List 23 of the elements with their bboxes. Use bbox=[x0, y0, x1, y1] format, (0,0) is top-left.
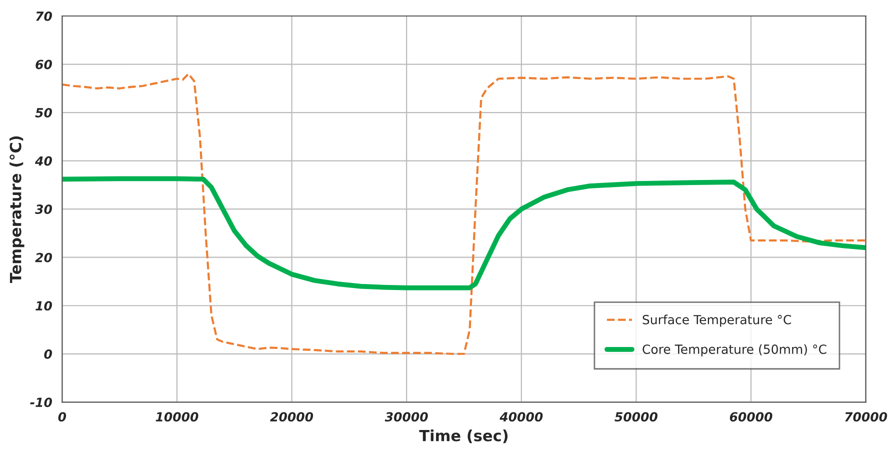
x-tick-label: 30000 bbox=[384, 412, 428, 422]
y-tick-label: 60 bbox=[36, 60, 52, 70]
line-series bbox=[62, 72, 866, 355]
x-tick-label: 0 bbox=[58, 412, 66, 422]
y-tick-label: 40 bbox=[35, 156, 52, 166]
y-tick-label: 20 bbox=[35, 252, 52, 262]
y-axis-title: Temperature (°C) bbox=[10, 136, 24, 284]
line-series bbox=[62, 176, 866, 290]
x-tick-label: 60000 bbox=[730, 412, 772, 422]
x-tick-label: 40000 bbox=[500, 412, 543, 422]
x-tick-label: 10000 bbox=[156, 412, 198, 422]
y-tick-label: -10 bbox=[30, 398, 52, 408]
y-tick-label: 50 bbox=[35, 108, 52, 118]
y-tick-label: 70 bbox=[36, 11, 52, 21]
legend-label: Core Temperature (50mm) °C bbox=[642, 344, 826, 356]
x-axis-title: Time (sec) bbox=[419, 430, 508, 444]
y-tick-label: 30 bbox=[35, 204, 52, 214]
x-tick-label: 50000 bbox=[614, 412, 658, 422]
x-tick-label: 70000 bbox=[845, 412, 888, 422]
y-tick-label: 0 bbox=[44, 349, 52, 359]
y-tick-label: 10 bbox=[36, 301, 52, 311]
x-tick-label: 20000 bbox=[270, 412, 314, 422]
legend-label: Surface Temperature °C bbox=[642, 314, 791, 327]
